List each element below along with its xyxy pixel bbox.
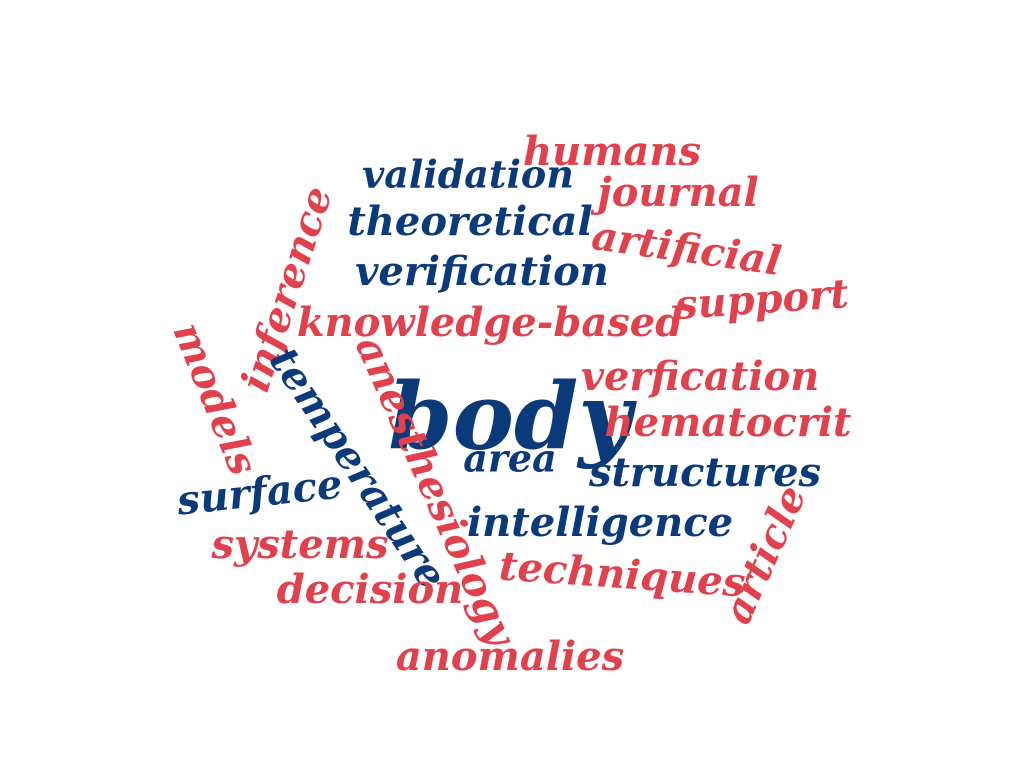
word-verfication: verfication <box>581 353 820 400</box>
word-decision: decision <box>277 566 463 613</box>
word-structures: structures <box>588 449 821 496</box>
word-systems: systems <box>210 521 388 568</box>
word-humans: humans <box>523 128 701 175</box>
word-journal: journal <box>590 169 759 216</box>
word-theoretical: theoretical <box>347 198 592 245</box>
word-hematocrit: hematocrit <box>604 399 852 446</box>
word-knowledge-based: knowledge-based <box>297 299 683 346</box>
word-anomalies: anomalies <box>396 633 624 680</box>
word-surface: surface <box>174 460 345 524</box>
word-techniques: techniques <box>498 542 747 606</box>
word-support: support <box>672 270 850 329</box>
word-validation: validation <box>362 152 574 197</box>
word-verification: verification <box>355 248 609 295</box>
word-artificial: artificial <box>589 212 784 285</box>
word-area: area <box>463 436 556 481</box>
word-body: body <box>388 363 637 471</box>
word-intelligence: intelligence <box>467 499 733 546</box>
